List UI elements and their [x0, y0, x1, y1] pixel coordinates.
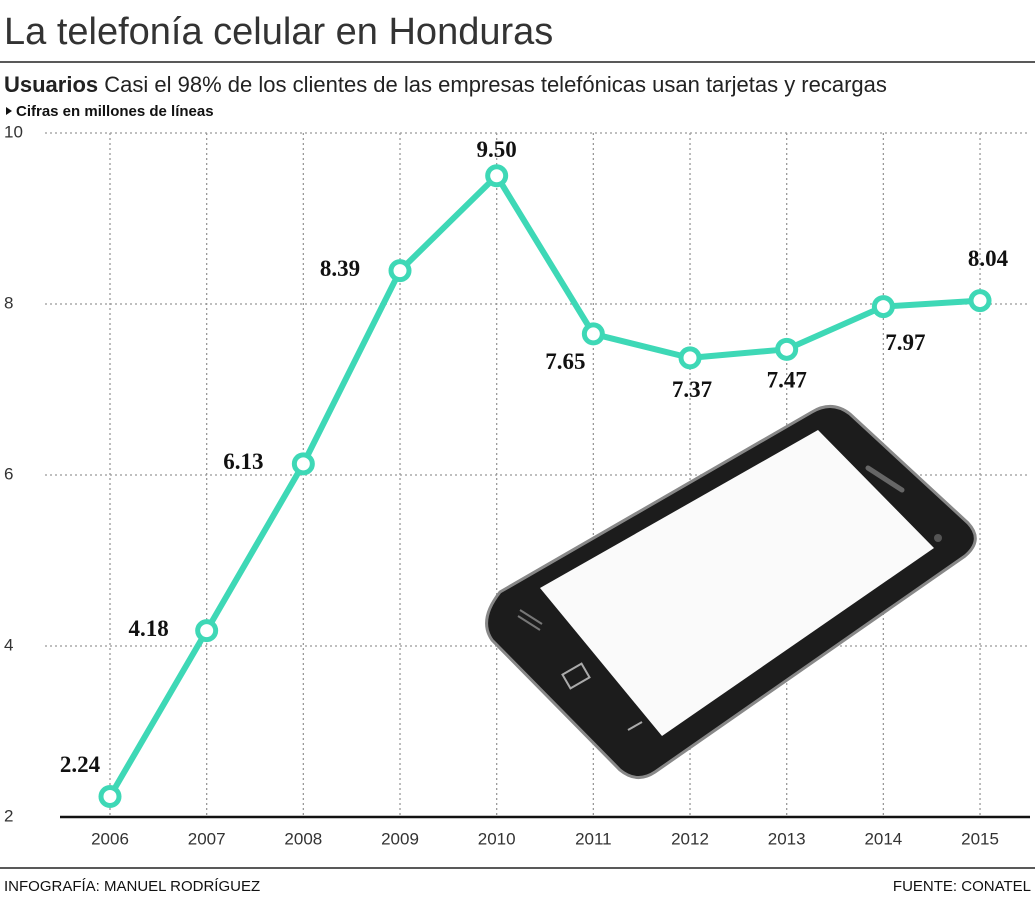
- value-label: 9.50: [477, 137, 517, 162]
- credit: INFOGRAFÍA: MANUEL RODRÍGUEZ: [4, 878, 260, 895]
- value-label: 4.18: [129, 616, 169, 641]
- y-tick-label: 4: [4, 635, 13, 654]
- point: [871, 295, 895, 319]
- point: [485, 164, 509, 188]
- point: [678, 346, 702, 370]
- subtitle-text: Casi el 98% de los clientes de las empre…: [104, 72, 887, 97]
- point: [195, 619, 219, 643]
- point: [98, 784, 122, 808]
- x-tick-label: 2008: [284, 829, 322, 848]
- x-tick-label: 2009: [381, 829, 419, 848]
- y-tick-label: 6: [4, 464, 13, 483]
- x-tick-label: 2006: [91, 829, 129, 848]
- value-label: 2.24: [60, 752, 101, 777]
- phone-home: [561, 662, 591, 690]
- point: [388, 259, 412, 283]
- point: [968, 289, 992, 313]
- value-label: 7.47: [767, 368, 807, 393]
- subtitle-bold: Usuarios: [4, 72, 98, 97]
- note: Cifras en millones de líneas: [16, 103, 214, 120]
- subtitle: Usuarios Casi el 98% de los clientes de …: [4, 72, 887, 97]
- x-tick-label: 2012: [671, 829, 709, 848]
- x-tick-label: 2014: [864, 829, 902, 848]
- value-label: 7.65: [545, 349, 585, 374]
- point: [775, 337, 799, 361]
- value-label: 7.97: [885, 330, 925, 355]
- value-label: 7.37: [672, 377, 712, 402]
- value-label: 8.04: [968, 246, 1009, 271]
- line: [107, 172, 981, 798]
- y-tick-label: 8: [4, 293, 13, 312]
- source: FUENTE: CONATEL: [893, 878, 1031, 895]
- x-tick-label: 2011: [575, 829, 612, 848]
- phone-speaker: [865, 465, 905, 493]
- phone: [485, 405, 977, 779]
- point: [291, 452, 315, 476]
- phone-camera: [934, 534, 942, 542]
- x-tick-label: 2015: [961, 829, 999, 848]
- value-label: 8.39: [320, 256, 360, 281]
- phone-menu: [517, 609, 543, 631]
- point: [581, 322, 605, 346]
- x-tick-label: 2013: [768, 829, 806, 848]
- y-tick-label: 2: [4, 806, 13, 825]
- note-bullet: [6, 107, 12, 115]
- phone-back: [627, 721, 643, 731]
- chart-title: La telefonía celular en Honduras: [4, 11, 553, 53]
- phone-screen: [540, 430, 934, 736]
- y-tick-label: 10: [4, 122, 23, 141]
- x-tick-label: 2010: [478, 829, 516, 848]
- x-tick-label: 2007: [188, 829, 226, 848]
- value-label: 6.13: [223, 449, 263, 474]
